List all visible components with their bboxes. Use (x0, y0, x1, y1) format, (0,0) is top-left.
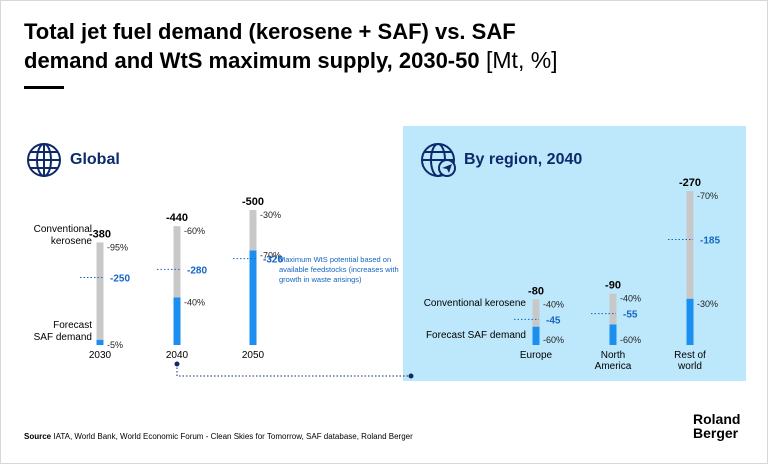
global-conventional-pct-1: -60% (184, 226, 205, 236)
logo-line-2: Berger (693, 425, 739, 441)
region-bar-saf-2 (686, 298, 694, 345)
global-category-label-1: 2040 (166, 350, 189, 361)
title-underline (24, 86, 64, 89)
source-label: Source (24, 432, 52, 441)
global-total-label-2: -500 (242, 196, 264, 208)
global-bar-conventional-0 (96, 242, 104, 340)
title-line-2-text: demand and WtS maximum supply, 2030-50 (24, 48, 480, 73)
global-bar-conventional-1 (173, 226, 181, 298)
global-bar-saf-1 (173, 297, 181, 345)
region-bar-conventional-1 (609, 293, 617, 325)
region-legend-saf: Forecast SAF demand (426, 330, 526, 341)
region-conventional-pct-2: -70% (697, 191, 718, 201)
global-saf-pct-2: -70% (260, 251, 281, 261)
global-wts-label-0: -250 (110, 274, 130, 285)
global-legend-saf: Forecast SAF demand (34, 320, 93, 343)
global-category-label-0: 2030 (89, 350, 112, 361)
region-saf-pct-2: -30% (697, 299, 718, 309)
region-category-label-1: North America (595, 350, 632, 372)
title-line-1: Total jet fuel demand (kerosene + SAF) v… (24, 19, 516, 44)
global-total-label-0: -380 (89, 228, 111, 240)
logo-line-1: Roland (693, 411, 741, 427)
region-category-label-0: Europe (520, 350, 553, 361)
section-title-region: By region, 2040 (464, 151, 583, 168)
global-saf-pct-1: -40% (184, 297, 205, 307)
region-wts-label-0: -45 (546, 315, 561, 326)
region-conventional-pct-0: -40% (543, 299, 564, 309)
global-conventional-pct-2: -30% (260, 210, 281, 220)
region-saf-pct-1: -60% (620, 335, 641, 345)
region-wts-label-2: -185 (700, 236, 720, 247)
region-category-label-2: Rest of world (674, 350, 706, 372)
source-note: Source IATA, World Bank, World Economic … (24, 432, 413, 441)
region-saf-pct-0: -60% (543, 335, 564, 345)
title-line-2: demand and WtS maximum supply, 2030-50 [… (24, 46, 704, 75)
region-total-label-0: -80 (528, 285, 544, 297)
global-wts-label-2: -320 (263, 255, 283, 266)
section-title-global: Global (70, 151, 120, 168)
connector-end-dot (408, 373, 414, 379)
globe-plane-icon (421, 143, 456, 177)
region-bar-saf-0 (532, 326, 540, 345)
global-saf-pct-0: -5% (107, 340, 123, 350)
global-bar-conventional-2 (249, 210, 257, 251)
region-bar-conventional-2 (686, 191, 694, 299)
source-text: IATA, World Bank, World Economic Forum -… (51, 432, 413, 441)
global-category-label-2: 2050 (242, 350, 265, 361)
region-bar-saf-1 (609, 324, 617, 345)
connector-line (176, 364, 411, 377)
roland-berger-logo: Roland Berger (693, 412, 740, 440)
region-total-label-1: -90 (605, 280, 621, 292)
region-legend-conventional: Conventional kerosene (424, 298, 527, 309)
global-conventional-pct-0: -95% (107, 242, 128, 252)
chart-title: Total jet fuel demand (kerosene + SAF) v… (24, 18, 704, 75)
wts-annotation: Maximum WtS potential based on available… (279, 255, 399, 284)
global-legend-conventional: Conventional kerosene (34, 224, 93, 247)
region-conventional-pct-1: -40% (620, 294, 641, 304)
global-total-label-1: -440 (166, 212, 188, 224)
global-bar-saf-2 (249, 250, 257, 345)
global-bar-saf-0 (96, 339, 104, 345)
region-wts-label-1: -55 (623, 310, 638, 321)
title-unit: [Mt, %] (479, 47, 558, 73)
global-wts-label-1: -280 (187, 265, 207, 276)
globe-icon (27, 143, 61, 177)
region-bar-conventional-0 (532, 299, 540, 327)
region-total-label-2: -270 (679, 177, 701, 189)
